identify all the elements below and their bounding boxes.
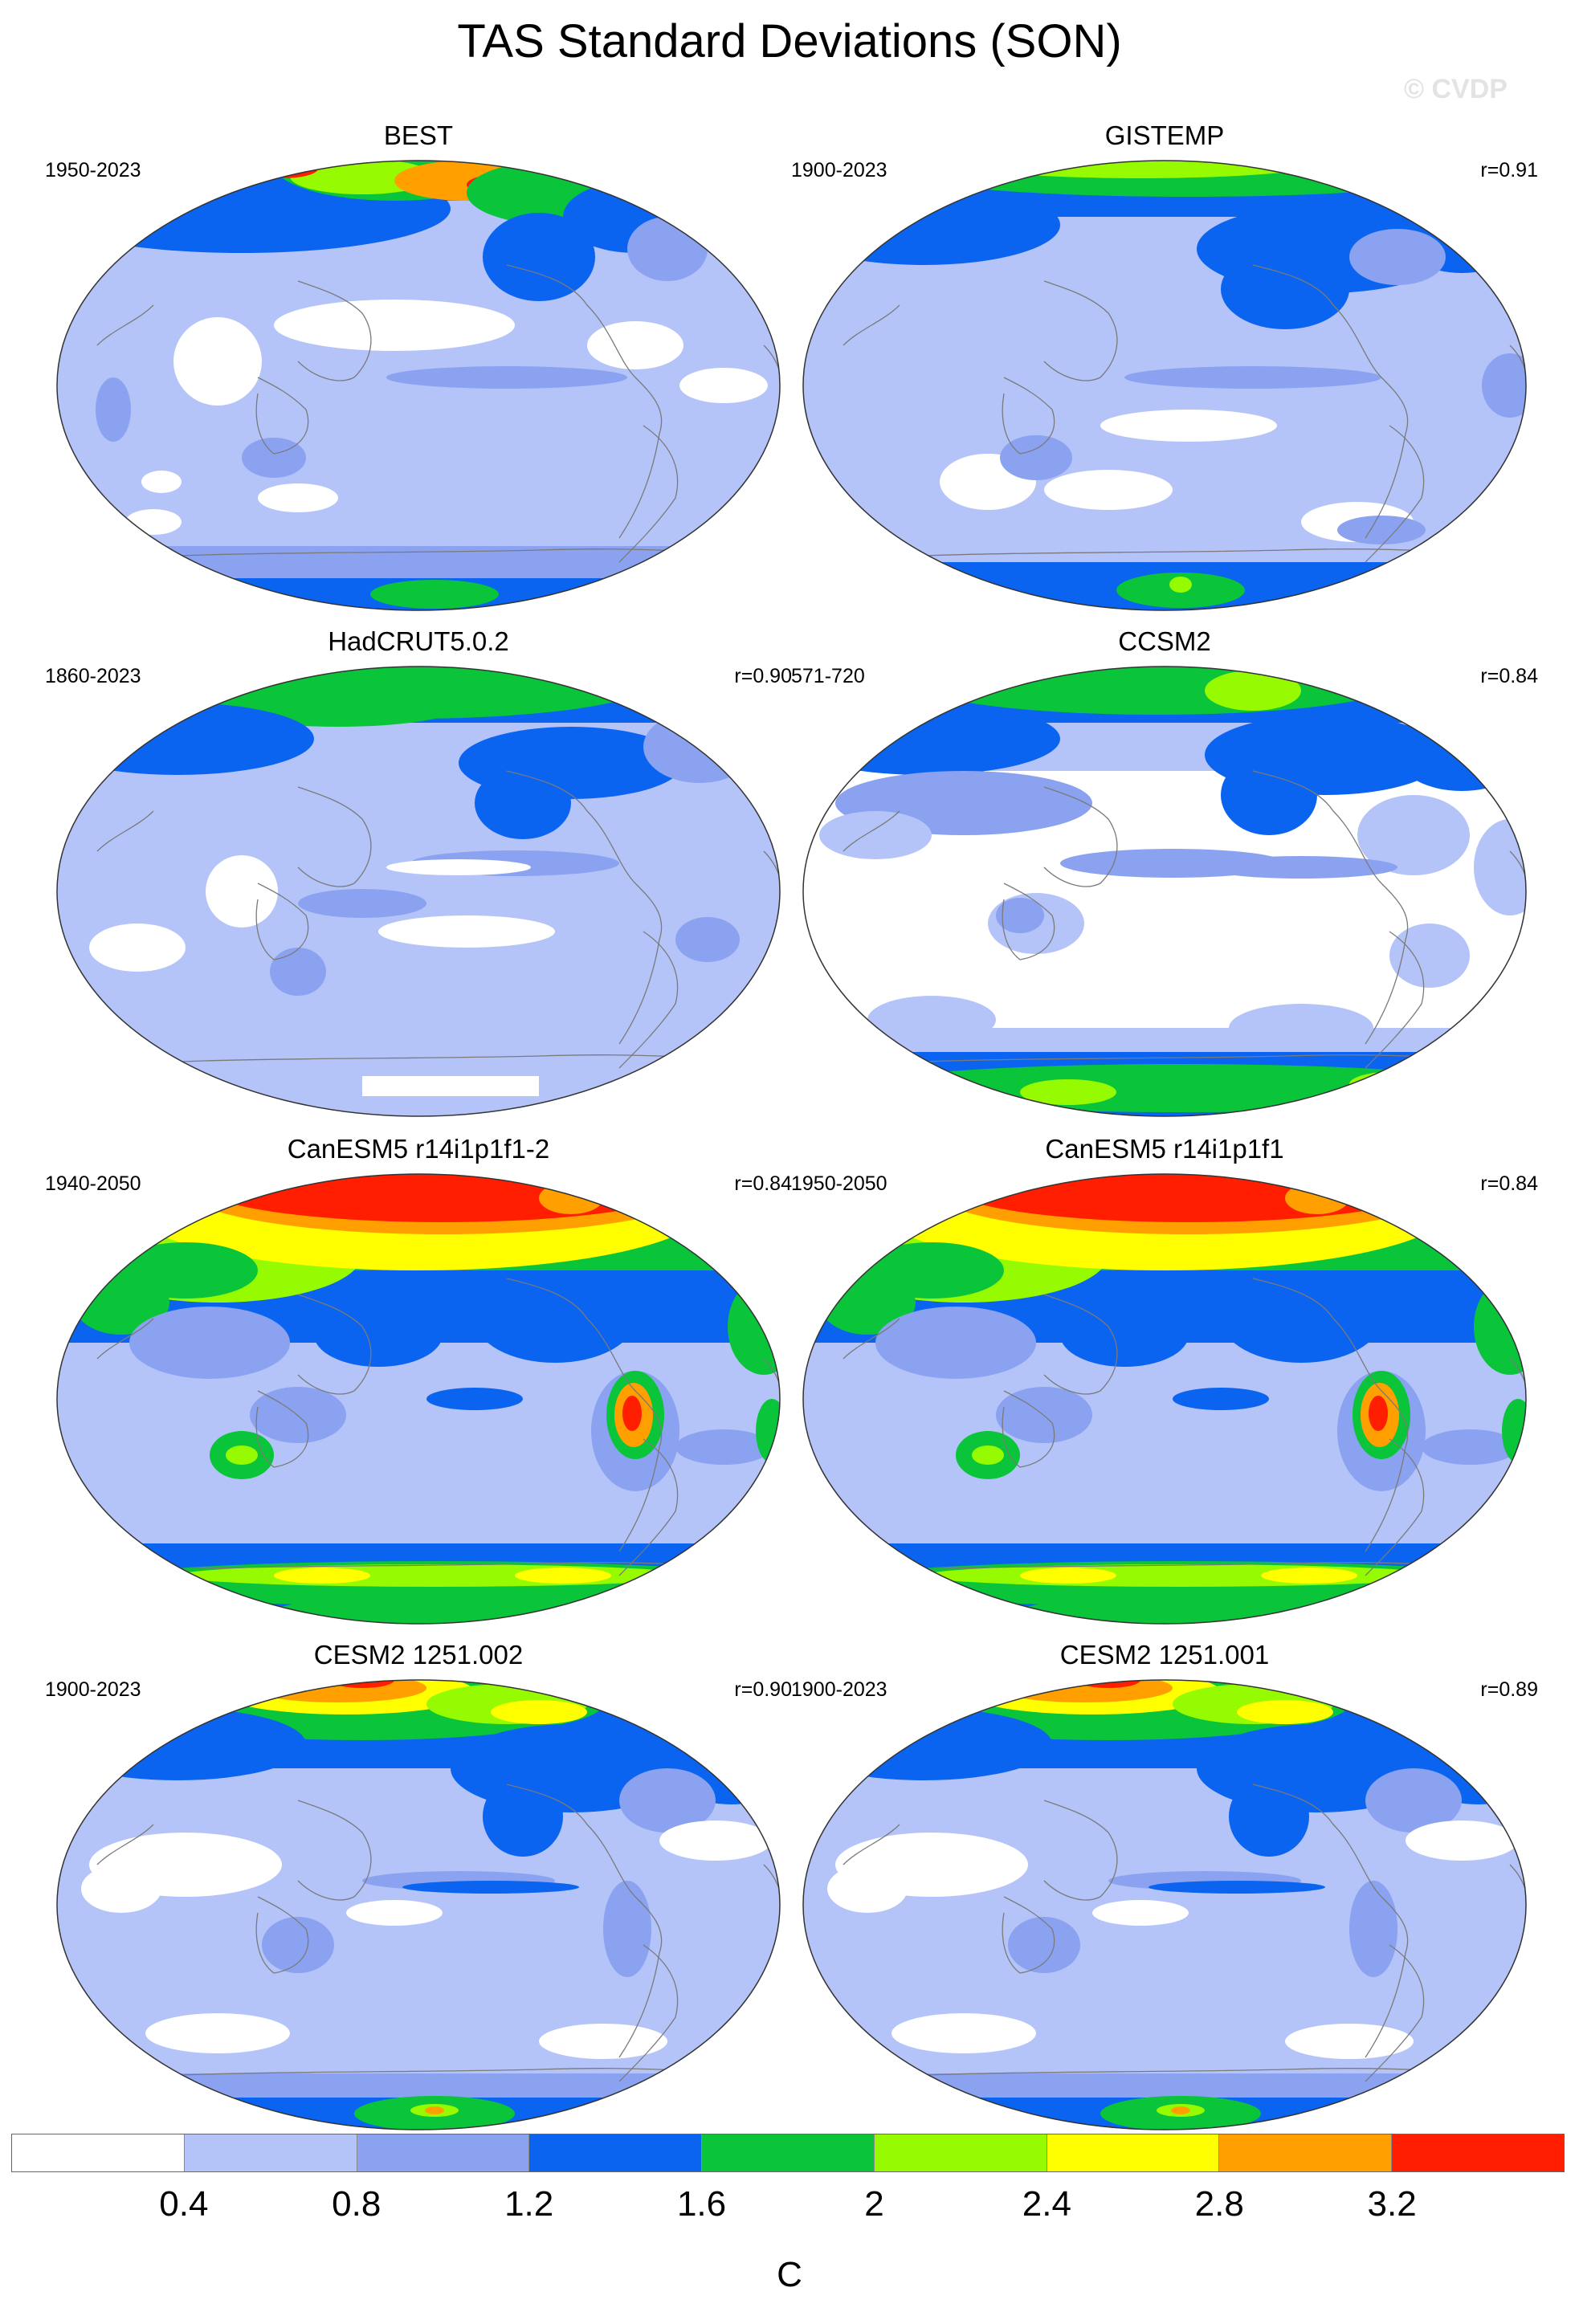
colorbar-tick-label: 2: [864, 2184, 884, 2224]
panel-period: 1860-2023: [45, 665, 141, 687]
colorbar-tick-label: 1.6: [676, 2184, 727, 2224]
map-panel: CCSM2 571-720 r=0.84: [791, 626, 1538, 1124]
colorbar-swatch: [874, 2134, 1047, 2171]
colorbar-tick-label: 0.4: [159, 2184, 209, 2224]
panel-correlation: r=0.91: [1480, 159, 1538, 181]
panel-correlation: r=0.89: [1480, 1678, 1538, 1701]
map-panel: HadCRUT5.0.2 1860-2023 r=0.90: [45, 626, 792, 1124]
colorbar: [11, 2134, 1565, 2172]
robinson-map: [56, 160, 781, 611]
panel-period: 571-720: [791, 665, 865, 687]
panel-period: 1950-2050: [791, 1172, 887, 1195]
panel-title: BEST: [383, 120, 454, 150]
colorbar-swatch: [1047, 2134, 1220, 2171]
colorbar-tick-label: 3.2: [1367, 2184, 1417, 2224]
map-panel: CanESM5 r14i1p1f1 1950-2050 r=0.84: [791, 1134, 1538, 1632]
panel-period: 1940-2050: [45, 1172, 141, 1195]
panel-correlation: r=0.84: [1480, 665, 1538, 687]
colorbar-swatch: [357, 2134, 530, 2171]
panel-title: CESM2 1251.001: [1059, 1640, 1270, 1670]
panel-period: 1900-2023: [791, 1678, 887, 1701]
robinson-map: [56, 666, 781, 1117]
figure-title: TAS Standard Deviations (SON): [457, 15, 1122, 67]
panel-correlation: r=0.90: [734, 1678, 792, 1701]
panel-correlation: r=0.90: [734, 665, 792, 687]
panel-title: CanESM5 r14i1p1f1-2: [287, 1134, 550, 1164]
robinson-map: [802, 1173, 1527, 1625]
map-panel: BEST 1950-2023: [45, 120, 792, 618]
robinson-map: [802, 160, 1527, 611]
panel-title: GISTEMP: [1104, 120, 1225, 150]
panel-correlation: r=0.84: [1480, 1172, 1538, 1195]
panel-title: CCSM2: [1118, 626, 1211, 656]
robinson-map: [56, 1679, 781, 2130]
panel-correlation: r=0.84: [734, 1172, 792, 1195]
panel-period: 1900-2023: [791, 159, 887, 181]
watermark: © CVDP: [1404, 74, 1508, 104]
panel-period: 1900-2023: [45, 1678, 141, 1701]
map-panel: GISTEMP 1900-2023 r=0.91: [791, 120, 1538, 618]
colorbar-tick-label: 0.8: [332, 2184, 381, 2224]
colorbar-tick-label: 1.2: [504, 2184, 554, 2224]
colorbar-unit: C: [777, 2255, 802, 2294]
robinson-map: [802, 1679, 1527, 2130]
colorbar-swatch: [12, 2134, 185, 2171]
robinson-map: [802, 666, 1527, 1117]
colorbar-tick-label: 2.4: [1022, 2184, 1071, 2224]
colorbar-swatch: [529, 2134, 703, 2171]
panel-period: 1950-2023: [45, 159, 141, 181]
colorbar-tick-label: 2.8: [1194, 2184, 1244, 2224]
panel-title: CanESM5 r14i1p1f1: [1045, 1134, 1284, 1164]
colorbar-swatch: [184, 2134, 357, 2171]
colorbar-swatch: [1219, 2134, 1393, 2171]
panel-title: HadCRUT5.0.2: [328, 626, 509, 656]
map-panel: CESM2 1251.001 1900-2023 r=0.89: [791, 1640, 1538, 2138]
colorbar-swatch: [1392, 2134, 1565, 2171]
colorbar-swatch: [702, 2134, 875, 2171]
map-panel: CESM2 1251.002 1900-2023 r=0.90: [45, 1640, 792, 2138]
panel-title: CESM2 1251.002: [313, 1640, 524, 1670]
robinson-map: [56, 1173, 781, 1625]
map-panel: CanESM5 r14i1p1f1-2 1940-2050 r=0.84: [45, 1134, 792, 1632]
